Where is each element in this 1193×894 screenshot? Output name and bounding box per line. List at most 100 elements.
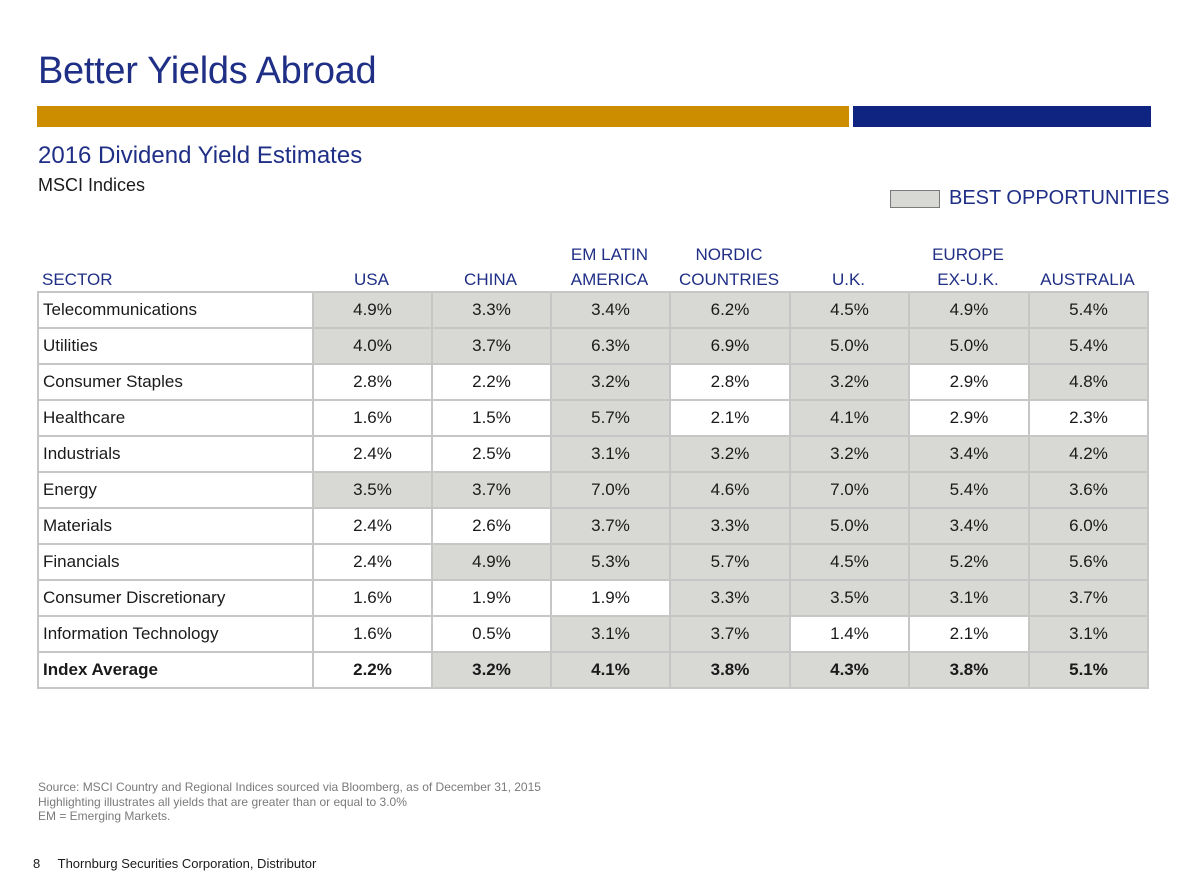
column-header-line1: EUROPE bbox=[932, 245, 1004, 264]
yield-cell: 5.7% bbox=[669, 543, 791, 581]
yield-cell: 3.2% bbox=[550, 363, 671, 401]
column-header: CHINA bbox=[431, 242, 550, 292]
yield-cell: 4.6% bbox=[669, 471, 791, 509]
sector-cell: Information Technology bbox=[37, 615, 314, 653]
yield-cell: 3.1% bbox=[550, 435, 671, 473]
yield-cell: 5.0% bbox=[789, 327, 910, 365]
legend-swatch bbox=[890, 189, 940, 208]
yield-cell: 5.0% bbox=[789, 507, 910, 545]
table-row: Healthcare 1.6% 1.5% 5.7% 2.1% 4.1% 2.9% 2.3% bbox=[37, 399, 1149, 437]
yield-cell: 3.1% bbox=[1028, 615, 1149, 653]
page-title: Better Yields Abroad bbox=[38, 50, 377, 92]
yield-cell: 2.8% bbox=[669, 363, 791, 401]
column-header: NORDIC COUNTRIES bbox=[669, 242, 789, 292]
yield-cell: 5.1% bbox=[1028, 651, 1149, 689]
table-row: Energy 3.5% 3.7% 7.0% 4.6% 7.0% 5.4% 3.6% bbox=[37, 471, 1149, 509]
legend: BEST OPPORTUNITIES bbox=[890, 187, 1169, 210]
yield-cell: 2.4% bbox=[312, 435, 433, 473]
yield-cell: 3.5% bbox=[789, 579, 910, 617]
yield-cell: 3.3% bbox=[669, 507, 791, 545]
yield-cell: 7.0% bbox=[789, 471, 910, 509]
yield-cell: 4.8% bbox=[1028, 363, 1149, 401]
yield-cell: 5.2% bbox=[908, 543, 1030, 581]
yield-cell: 3.3% bbox=[669, 579, 791, 617]
yield-cell: 6.9% bbox=[669, 327, 791, 365]
yield-cell: 4.0% bbox=[312, 327, 433, 365]
yield-cell: 6.3% bbox=[550, 327, 671, 365]
yield-cell: 3.7% bbox=[669, 615, 791, 653]
yield-cell: 1.6% bbox=[312, 615, 433, 653]
sector-cell: Utilities bbox=[37, 327, 314, 365]
yield-cell: 5.0% bbox=[908, 327, 1030, 365]
note-em: EM = Emerging Markets. bbox=[38, 809, 171, 823]
table-row: Consumer Discretionary 1.6% 1.9% 1.9% 3.3% 3.… bbox=[37, 579, 1149, 617]
footer-text: Thornburg Securities Corporation, Distri… bbox=[57, 856, 317, 871]
column-header-line2: USA bbox=[354, 270, 389, 289]
header-sector: SECTOR bbox=[42, 270, 113, 289]
column-header-line1: NORDIC bbox=[695, 245, 763, 264]
sector-cell: Consumer Staples bbox=[37, 363, 314, 401]
yield-cell: 3.6% bbox=[1028, 471, 1149, 509]
yield-cell: 2.6% bbox=[431, 507, 552, 545]
column-header-line2: COUNTRIES bbox=[678, 270, 780, 289]
column-header-line1 bbox=[312, 242, 431, 267]
yield-cell: 2.3% bbox=[1028, 399, 1149, 437]
yield-cell: 3.8% bbox=[669, 651, 791, 689]
yield-cell: 3.3% bbox=[431, 291, 552, 329]
yield-cell: 3.2% bbox=[669, 435, 791, 473]
yield-cell: 2.2% bbox=[312, 651, 433, 689]
column-header-line2: CHINA bbox=[464, 270, 517, 289]
table-row: Financials 2.4% 4.9% 5.3% 5.7% 4.5% 5.2% 5.6% bbox=[37, 543, 1149, 581]
yield-cell: 3.1% bbox=[550, 615, 671, 653]
yield-cell: 5.3% bbox=[550, 543, 671, 581]
yield-cell: 6.2% bbox=[669, 291, 791, 329]
sector-cell: Energy bbox=[37, 471, 314, 509]
yield-cell: 4.1% bbox=[550, 651, 671, 689]
sector-cell: Index Average bbox=[37, 651, 314, 689]
sector-cell: Materials bbox=[37, 507, 314, 545]
sector-cell: Telecommunications bbox=[37, 291, 314, 329]
column-header-line2: U.K. bbox=[831, 270, 866, 289]
sector-cell: Consumer Discretionary bbox=[37, 579, 314, 617]
yield-cell: 4.5% bbox=[789, 543, 910, 581]
yield-cell: 4.9% bbox=[908, 291, 1030, 329]
yield-cell: 0.5% bbox=[431, 615, 552, 653]
yield-cell: 2.1% bbox=[669, 399, 791, 437]
yield-cell: 5.4% bbox=[1028, 327, 1149, 365]
column-header: AUSTRALIA bbox=[1028, 242, 1147, 292]
yield-cell: 4.9% bbox=[431, 543, 552, 581]
yield-cell: 2.9% bbox=[908, 399, 1030, 437]
accent-bar-navy bbox=[853, 106, 1151, 127]
yield-cell: 5.4% bbox=[908, 471, 1030, 509]
yield-table: Telecommunications 4.9% 3.3% 3.4% 6.2% 4.5% 4.… bbox=[37, 291, 1149, 689]
yield-cell: 2.2% bbox=[431, 363, 552, 401]
table-row: Telecommunications 4.9% 3.3% 3.4% 6.2% 4.5% 4.… bbox=[37, 291, 1149, 329]
yield-cell: 3.4% bbox=[550, 291, 671, 329]
yield-cell: 3.7% bbox=[1028, 579, 1149, 617]
yield-cell: 4.3% bbox=[789, 651, 910, 689]
yield-cell: 5.7% bbox=[550, 399, 671, 437]
sector-cell: Healthcare bbox=[37, 399, 314, 437]
column-header-line2: EX-U.K. bbox=[937, 270, 999, 289]
table-row: Industrials 2.4% 2.5% 3.1% 3.2% 3.2% 3.4% 4.2% bbox=[37, 435, 1149, 473]
column-header-line1 bbox=[431, 242, 550, 267]
yield-cell: 3.7% bbox=[431, 471, 552, 509]
table-row: Information Technology 1.6% 0.5% 3.1% 3.7% 1.… bbox=[37, 615, 1149, 653]
column-header: EUROPE EX-U.K. bbox=[908, 242, 1028, 292]
column-header: U.K. bbox=[789, 242, 908, 292]
accent-bar-gold bbox=[37, 106, 849, 127]
yield-cell: 2.4% bbox=[312, 543, 433, 581]
column-header: USA bbox=[312, 242, 431, 292]
yield-cell: 1.9% bbox=[431, 579, 552, 617]
yield-cell: 3.2% bbox=[431, 651, 552, 689]
column-header-line1: EM LATIN bbox=[570, 245, 649, 264]
column-header-line1 bbox=[1028, 242, 1147, 267]
column-header: EM LATIN AMERICA bbox=[550, 242, 669, 292]
yield-cell: 2.9% bbox=[908, 363, 1030, 401]
table-subtitle: MSCI Indices bbox=[38, 175, 146, 195]
yield-cell: 2.8% bbox=[312, 363, 433, 401]
table-row: Materials 2.4% 2.6% 3.7% 3.3% 5.0% 3.4% 6.0% bbox=[37, 507, 1149, 545]
yield-cell: 4.2% bbox=[1028, 435, 1149, 473]
yield-cell: 4.5% bbox=[789, 291, 910, 329]
table-title: 2016 Dividend Yield Estimates bbox=[38, 142, 363, 169]
